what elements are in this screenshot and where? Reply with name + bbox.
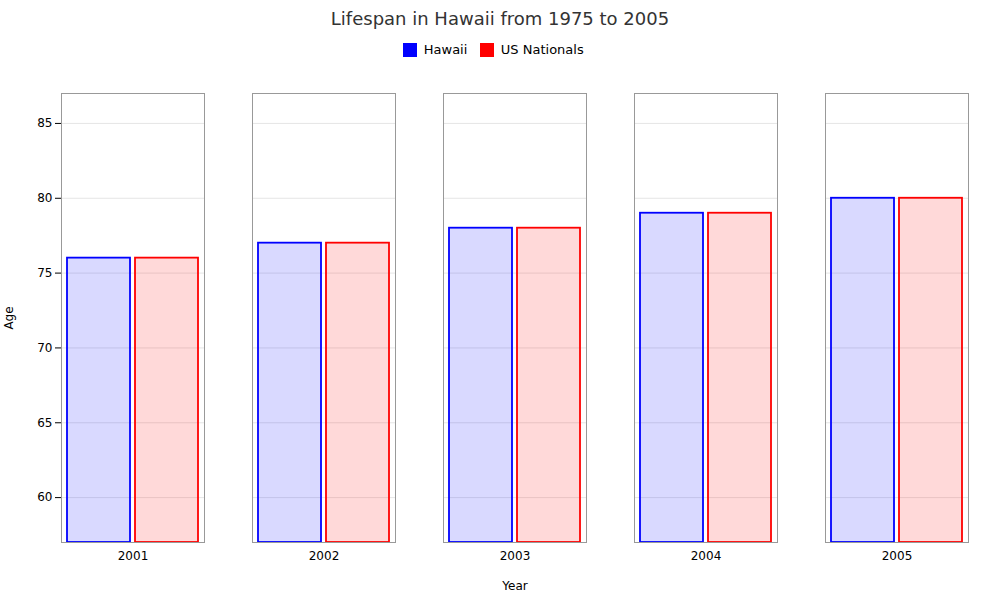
svg-text:2003: 2003 xyxy=(500,549,531,563)
html-text:Hawaii: Hawaii xyxy=(423,42,468,57)
svg-text:2001: 2001 xyxy=(118,549,149,563)
svg-text:Year: Year xyxy=(501,578,527,592)
svg-text:Age: Age xyxy=(2,306,16,329)
html-text:Lifespan in Hawaii from 1975 t: Lifespan in Hawaii from 1975 to 2005 xyxy=(330,8,670,29)
svg-text:80: 80 xyxy=(37,191,52,205)
svg-text:60: 60 xyxy=(37,490,52,504)
svg-text:75: 75 xyxy=(37,265,52,279)
svg-text:2002: 2002 xyxy=(309,549,340,563)
svg-text:85: 85 xyxy=(37,116,52,130)
svg-text:2004: 2004 xyxy=(691,549,722,563)
svg-text:65: 65 xyxy=(37,415,52,429)
html-text:US Nationals: US Nationals xyxy=(500,42,584,57)
svg-text:70: 70 xyxy=(37,340,52,354)
svg-text:2005: 2005 xyxy=(882,549,913,563)
